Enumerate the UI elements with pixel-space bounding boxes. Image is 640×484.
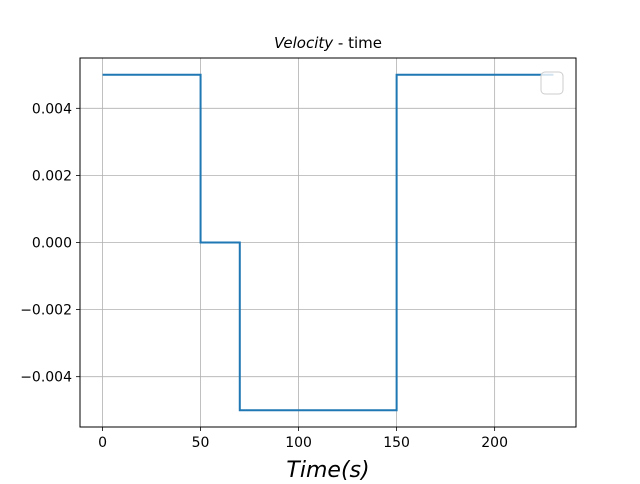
y-tick-label: 0.000 — [32, 236, 72, 252]
chart-title-plain: - time — [333, 34, 382, 52]
tick-layer: 0 50 100 150 200 −0.004 −0.002 0.000 0.002 0.004 — [20, 101, 508, 451]
x-axis-label: Time(s) — [286, 458, 369, 480]
legend-layer — [540, 71, 564, 95]
chart-title: Velocity - time — [274, 34, 382, 52]
y-tick-label: 0.004 — [32, 101, 72, 117]
y-tick-label: 0.002 — [32, 168, 72, 184]
y-tick-label: −0.004 — [20, 370, 72, 386]
chart-title-italic: Velocity — [274, 34, 334, 52]
x-axis-label-plain: (s) — [341, 458, 370, 480]
series-layer — [102, 73, 554, 412]
velocity-series-line — [102, 73, 554, 412]
x-tick-label: 50 — [192, 435, 210, 451]
x-tick-label: 100 — [285, 435, 312, 451]
x-tick-label: 150 — [383, 435, 410, 451]
x-tick-label: 200 — [481, 435, 508, 451]
legend-box — [540, 71, 564, 95]
y-tick-label: −0.002 — [20, 303, 72, 319]
x-axis-label-italic: Time — [286, 458, 341, 480]
x-tick-label: 0 — [98, 435, 107, 451]
